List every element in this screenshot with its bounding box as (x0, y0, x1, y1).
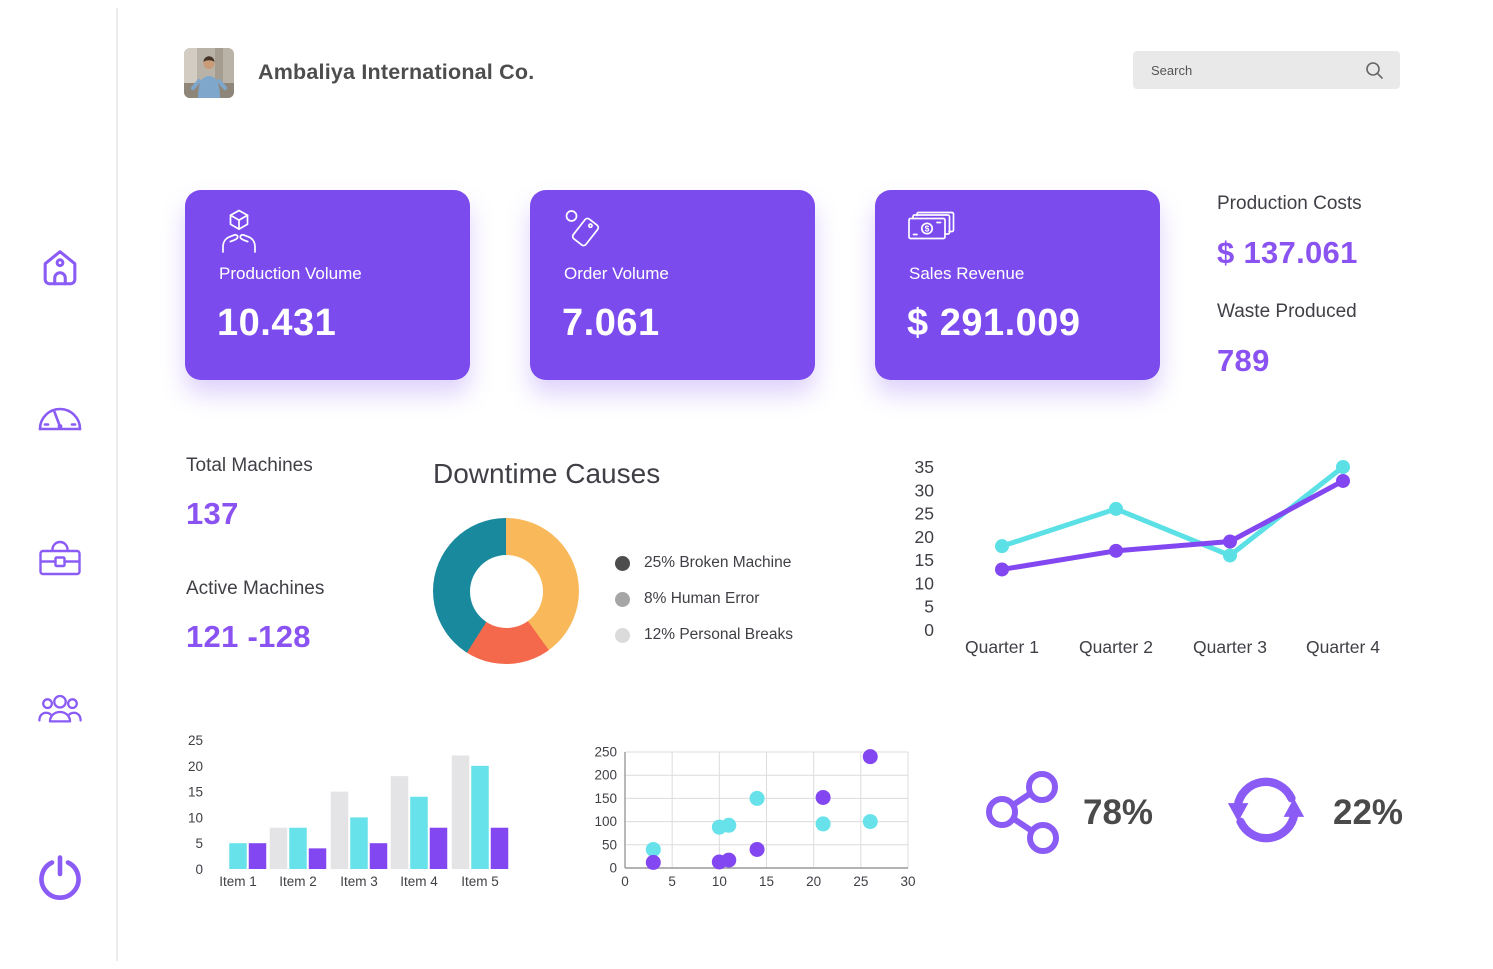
svg-text:35: 35 (915, 457, 934, 477)
svg-text:10: 10 (188, 810, 203, 825)
waste-produced-value: 789 (1217, 343, 1270, 378)
quarterly-line-chart: 0 5 10 15 20 25 30 35 Quarter 1 Quarter 2 Quarter … (915, 457, 1381, 657)
power-icon (37, 853, 83, 904)
legend-item: 25% Broken Machine (615, 545, 793, 581)
kpi-label: Production Volume (219, 264, 362, 283)
search-input[interactable] (1133, 62, 1365, 78)
svg-text:30: 30 (915, 480, 935, 500)
svg-text:Item 1: Item 1 (219, 874, 257, 889)
legend-item: 12% Personal Breaks (615, 617, 793, 653)
svg-text:5: 5 (924, 597, 934, 617)
sidebar-item-power[interactable] (36, 854, 84, 902)
svg-text:10: 10 (712, 874, 727, 889)
kpi-value: $ 291.009 (907, 302, 1081, 344)
search-box (1133, 51, 1400, 89)
svg-text:0: 0 (195, 862, 203, 877)
svg-text:Quarter 4: Quarter 4 (1306, 637, 1380, 657)
kpi-value: 10.431 (217, 302, 337, 344)
sync-percent-value: 22% (1333, 793, 1404, 832)
donut-legend: 25% Broken Machine 8% Human Error 12% Pe… (615, 545, 793, 653)
svg-text:250: 250 (594, 745, 617, 760)
legend-dot (615, 591, 630, 607)
legend-dot (615, 555, 630, 571)
briefcase-icon (37, 540, 83, 581)
waste-produced-label: Waste Produced (1217, 301, 1357, 322)
svg-text:Quarter 1: Quarter 1 (965, 637, 1039, 657)
sync-icon (1222, 766, 1310, 859)
active-machines-label: Active Machines (186, 578, 325, 599)
page-title: Ambaliya International Co. (258, 60, 535, 84)
svg-text:0: 0 (609, 861, 617, 876)
svg-text:5: 5 (195, 836, 203, 851)
share-percent-value: 78% (1083, 793, 1154, 832)
svg-text:50: 50 (602, 837, 617, 852)
sidebar-item-home[interactable] (36, 244, 84, 292)
svg-text:25: 25 (188, 733, 203, 748)
kpi-card-production-volume: Production Volume 10.431 (185, 190, 470, 380)
price-tag-icon (560, 206, 608, 261)
svg-text:15: 15 (188, 785, 203, 800)
kpi-card-order-volume: Order Volume 7.061 (530, 190, 815, 380)
svg-text:Item 5: Item 5 (461, 874, 499, 889)
svg-text:Quarter 3: Quarter 3 (1193, 637, 1267, 657)
banknotes-icon: $ (905, 206, 959, 253)
svg-text:20: 20 (188, 759, 203, 774)
production-costs-label: Production Costs (1217, 193, 1362, 214)
svg-text:Quarter 2: Quarter 2 (1079, 637, 1153, 657)
total-machines-value: 137 (186, 496, 239, 531)
svg-text:Item 3: Item 3 (340, 874, 378, 889)
sidebar-divider (116, 8, 118, 961)
svg-text:150: 150 (594, 791, 617, 806)
gauge-icon (37, 401, 83, 436)
svg-text:Item 2: Item 2 (279, 874, 317, 889)
sidebar-item-team[interactable] (36, 684, 84, 732)
svg-text:100: 100 (594, 814, 617, 829)
svg-text:5: 5 (668, 874, 676, 889)
sidebar-item-performance[interactable] (36, 394, 84, 442)
avatar-photo (184, 48, 234, 98)
legend-label: 12% Personal Breaks (644, 626, 794, 643)
svg-text:25: 25 (853, 874, 868, 889)
legend-dot (615, 627, 630, 643)
svg-text:30: 30 (900, 874, 915, 889)
svg-text:15: 15 (915, 550, 934, 570)
production-costs-value: $ 137.061 (1217, 235, 1358, 270)
donut-chart-title: Downtime Causes (433, 458, 661, 489)
svg-text:0: 0 (924, 620, 934, 640)
svg-text:15: 15 (759, 874, 774, 889)
kpi-label: Sales Revenue (909, 264, 1025, 283)
legend-item: 8% Human Error (615, 581, 793, 617)
hands-holding-box-icon (215, 206, 263, 261)
users-icon (37, 691, 83, 726)
legend-label: 25% Broken Machine (644, 554, 792, 571)
active-machines-value: 121 -128 (186, 619, 311, 654)
legend-label: 8% Human Error (644, 590, 760, 607)
kpi-label: Order Volume (564, 264, 669, 283)
items-bar-chart: 0 5 10 15 20 25 Item 1 Item 2 Item 3 Item 4 Item 5 (188, 733, 509, 889)
svg-text:Item 4: Item 4 (400, 874, 438, 889)
share-icon (975, 770, 1060, 860)
orders-scatter-chart: 0 5 10 15 20 25 30 0 50 100 150 200 250 (594, 745, 915, 890)
home-icon (38, 244, 82, 293)
sidebar-item-portfolio[interactable] (36, 536, 84, 584)
svg-text:20: 20 (915, 527, 935, 547)
svg-text:0: 0 (621, 874, 629, 889)
user-avatar[interactable] (184, 48, 234, 98)
downtime-donut-chart (433, 518, 579, 664)
svg-text:10: 10 (915, 573, 935, 593)
svg-text:25: 25 (915, 504, 934, 524)
svg-text:200: 200 (594, 768, 617, 783)
svg-text:20: 20 (806, 874, 821, 889)
total-machines-label: Total Machines (186, 455, 313, 476)
search-icon[interactable] (1365, 61, 1384, 80)
kpi-value: 7.061 (562, 302, 660, 344)
svg-text:$: $ (925, 224, 930, 234)
kpi-card-sales-revenue: $ Sales Revenue $ 291.009 (875, 190, 1160, 380)
